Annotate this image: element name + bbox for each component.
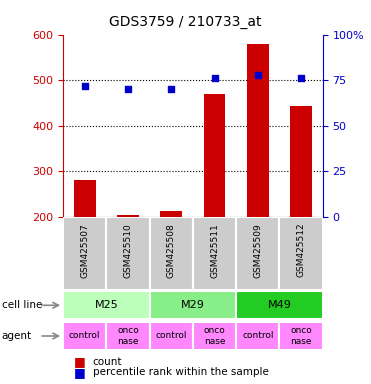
Text: control: control [242, 331, 273, 341]
Bar [279, 217, 323, 290]
Point [298, 75, 304, 81]
Text: GSM425509: GSM425509 [253, 223, 262, 278]
Text: GDS3759 / 210733_at: GDS3759 / 210733_at [109, 15, 262, 29]
Bar [63, 322, 106, 350]
Bar [106, 322, 150, 350]
Text: percentile rank within the sample: percentile rank within the sample [93, 367, 269, 377]
Bar [63, 217, 106, 290]
Bar [279, 322, 323, 350]
Text: GSM425507: GSM425507 [80, 223, 89, 278]
Bar [150, 322, 193, 350]
Text: M49: M49 [267, 300, 292, 310]
Point [211, 75, 217, 81]
Text: onco
nase: onco nase [117, 326, 139, 346]
Text: onco
nase: onco nase [290, 326, 312, 346]
Bar [74, 180, 96, 217]
Text: GSM425512: GSM425512 [297, 223, 306, 277]
Text: control: control [155, 331, 187, 341]
Text: count: count [93, 357, 122, 367]
Bar [150, 291, 236, 319]
Text: control: control [69, 331, 101, 341]
Bar [290, 106, 312, 217]
Text: onco
nase: onco nase [204, 326, 226, 346]
Text: ■: ■ [74, 355, 86, 368]
Text: GSM425510: GSM425510 [124, 223, 132, 278]
Bar [106, 217, 150, 290]
Point [82, 83, 88, 89]
Bar [161, 211, 182, 217]
Bar [247, 44, 269, 217]
Bar [150, 217, 193, 290]
Point [168, 86, 174, 93]
Point [125, 86, 131, 93]
Text: M25: M25 [95, 300, 118, 310]
Bar [236, 322, 279, 350]
Text: GSM425511: GSM425511 [210, 223, 219, 278]
Text: agent: agent [2, 331, 32, 341]
Bar [204, 94, 226, 217]
Bar [117, 215, 139, 217]
Point [255, 72, 261, 78]
Text: GSM425508: GSM425508 [167, 223, 176, 278]
Text: ■: ■ [74, 366, 86, 379]
Bar [193, 217, 236, 290]
Bar [236, 217, 279, 290]
Bar [193, 322, 236, 350]
Bar [236, 291, 323, 319]
Bar [63, 291, 150, 319]
Text: M29: M29 [181, 300, 205, 310]
Text: cell line: cell line [2, 300, 42, 310]
